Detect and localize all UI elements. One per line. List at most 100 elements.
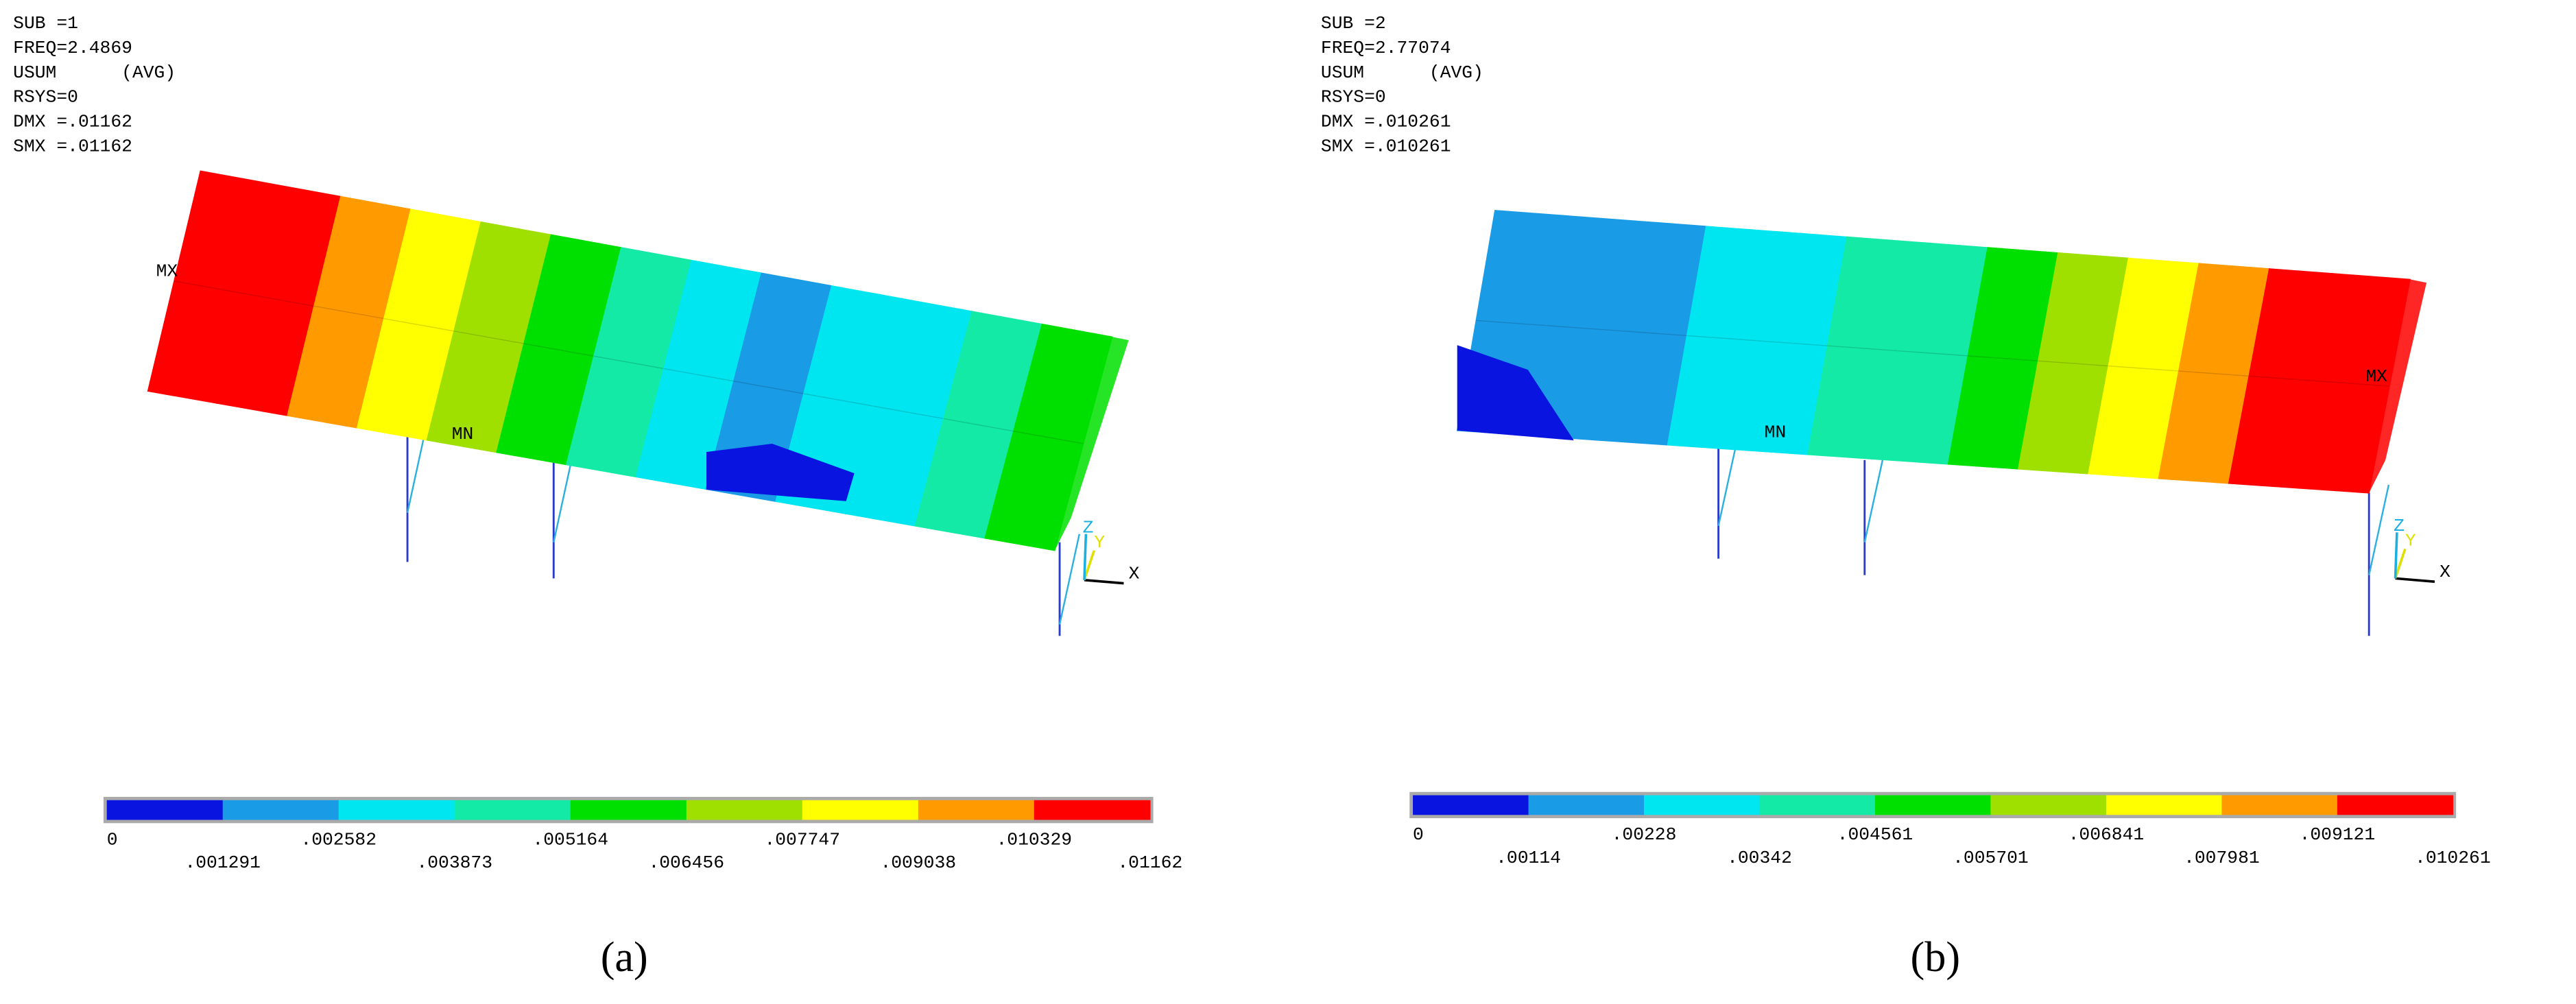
mesh-line	[1827, 345, 1898, 352]
legend-label: .001291	[184, 852, 261, 873]
legend-label: .009038	[880, 852, 956, 873]
max-marker: MX	[156, 261, 178, 282]
legend-swatch	[454, 800, 571, 820]
legend-swatch	[686, 800, 803, 820]
header-line: USUM (AVG)	[13, 62, 176, 83]
legend-swatch	[2337, 795, 2454, 815]
beam-end	[1054, 337, 1129, 551]
legend-label: 0	[1413, 824, 1424, 845]
legend-swatch	[338, 800, 455, 820]
legend-label: .007747	[764, 829, 840, 850]
mesh-line	[2178, 370, 2250, 377]
mesh-line	[943, 418, 1014, 432]
legend-swatch	[1759, 795, 1876, 815]
legend-swatch	[802, 800, 919, 820]
mesh-line	[2038, 360, 2109, 367]
legend-label: .005164	[532, 829, 608, 850]
legend-swatch	[1644, 795, 1761, 815]
header-line: SMX =.01162	[13, 136, 132, 157]
axis-label: Y	[1094, 532, 1105, 553]
mesh-line	[1617, 330, 1687, 337]
beam-patch	[706, 443, 855, 501]
header-line: RSYS=0	[13, 87, 78, 108]
legend-label: .00114	[1496, 848, 1561, 868]
mesh-line	[243, 293, 315, 307]
legend-label: 0	[107, 829, 118, 850]
mesh-line	[2319, 381, 2390, 387]
legend-swatch	[1874, 795, 1992, 815]
support-brace	[1863, 451, 1885, 542]
axis-label: X	[2440, 562, 2450, 582]
mesh-line	[383, 318, 454, 332]
legend-swatch	[1034, 800, 1151, 820]
legend-swatch	[1990, 795, 2107, 815]
mesh-line	[1968, 355, 2038, 361]
mesh-line	[2108, 365, 2179, 372]
legend-label: .002582	[300, 829, 377, 850]
legend-label: .006456	[648, 852, 724, 873]
support-brace	[1058, 534, 1080, 625]
legend-label: .010329	[996, 829, 1072, 850]
axis-label: Z	[2394, 516, 2405, 536]
axis-y	[2394, 548, 2407, 579]
legend-label: .003873	[416, 852, 492, 873]
header-line: USUM (AVG)	[1321, 62, 1483, 83]
mesh-line	[1897, 350, 1968, 357]
mesh-line	[453, 331, 524, 344]
mesh-line	[1546, 324, 1617, 331]
legend-label: .01162	[1117, 852, 1182, 873]
mesh-line	[2249, 375, 2319, 382]
legend-swatch	[1413, 795, 1529, 815]
legend-swatch	[106, 800, 224, 820]
beam-end	[2369, 279, 2427, 493]
legend-label: .00228	[1612, 824, 1677, 845]
mesh-line	[523, 343, 594, 357]
legend-swatch	[2106, 795, 2223, 815]
legend-label: .009121	[2300, 824, 2376, 845]
support-brace	[553, 451, 575, 542]
legend-swatch	[2221, 795, 2338, 815]
mesh-line	[1013, 431, 1084, 444]
mesh-line	[313, 305, 385, 320]
support-brace	[2368, 484, 2390, 575]
header-line: DMX =.01162	[13, 112, 132, 132]
legend-label: .007981	[2184, 848, 2260, 868]
mesh-line	[593, 355, 664, 370]
panel: SUB =2 FREQ=2.77074 USUM (AVG) RSYS=0 DMX =.…	[1321, 13, 2491, 981]
legend-swatch	[918, 800, 1035, 820]
mesh-line	[1476, 320, 1547, 326]
axis-z	[2394, 532, 2398, 579]
header-line: SUB =2	[1321, 13, 1386, 34]
mesh-line	[1757, 340, 1828, 346]
header-line: SUB =1	[13, 13, 78, 34]
header-line: DMX =.010261	[1321, 112, 1451, 132]
axis-label: Y	[2405, 530, 2416, 551]
panel: SUB =1 FREQ=2.4869 USUM (AVG) RSYS=0 DMX =.0…	[13, 13, 1182, 981]
mesh-line	[873, 405, 944, 420]
legend-label: .005701	[1953, 848, 2029, 868]
axis-label: Z	[1083, 517, 1094, 538]
mesh-line	[174, 280, 245, 294]
axis-y	[1083, 550, 1096, 581]
min-marker: MN	[452, 424, 474, 444]
header-line: RSYS=0	[1321, 87, 1386, 108]
mesh-line	[663, 368, 734, 382]
legend-label: .00342	[1727, 848, 1792, 868]
caption: (b)	[1910, 934, 1960, 981]
header-line: SMX =.010261	[1321, 136, 1451, 157]
mesh-line	[803, 393, 874, 407]
mesh-line	[1686, 335, 1758, 342]
beam-patch	[1457, 345, 1574, 441]
legend-swatch	[1528, 795, 1645, 815]
caption: (a)	[601, 934, 648, 981]
max-marker: MX	[2365, 366, 2387, 387]
mesh-line	[733, 381, 804, 394]
legend-label: .010261	[2415, 848, 2491, 868]
min-marker: MN	[1765, 422, 1787, 442]
legend-label: .004561	[1837, 824, 1913, 845]
header-line: FREQ=2.4869	[13, 38, 132, 58]
legend-label: .006841	[2068, 824, 2145, 845]
